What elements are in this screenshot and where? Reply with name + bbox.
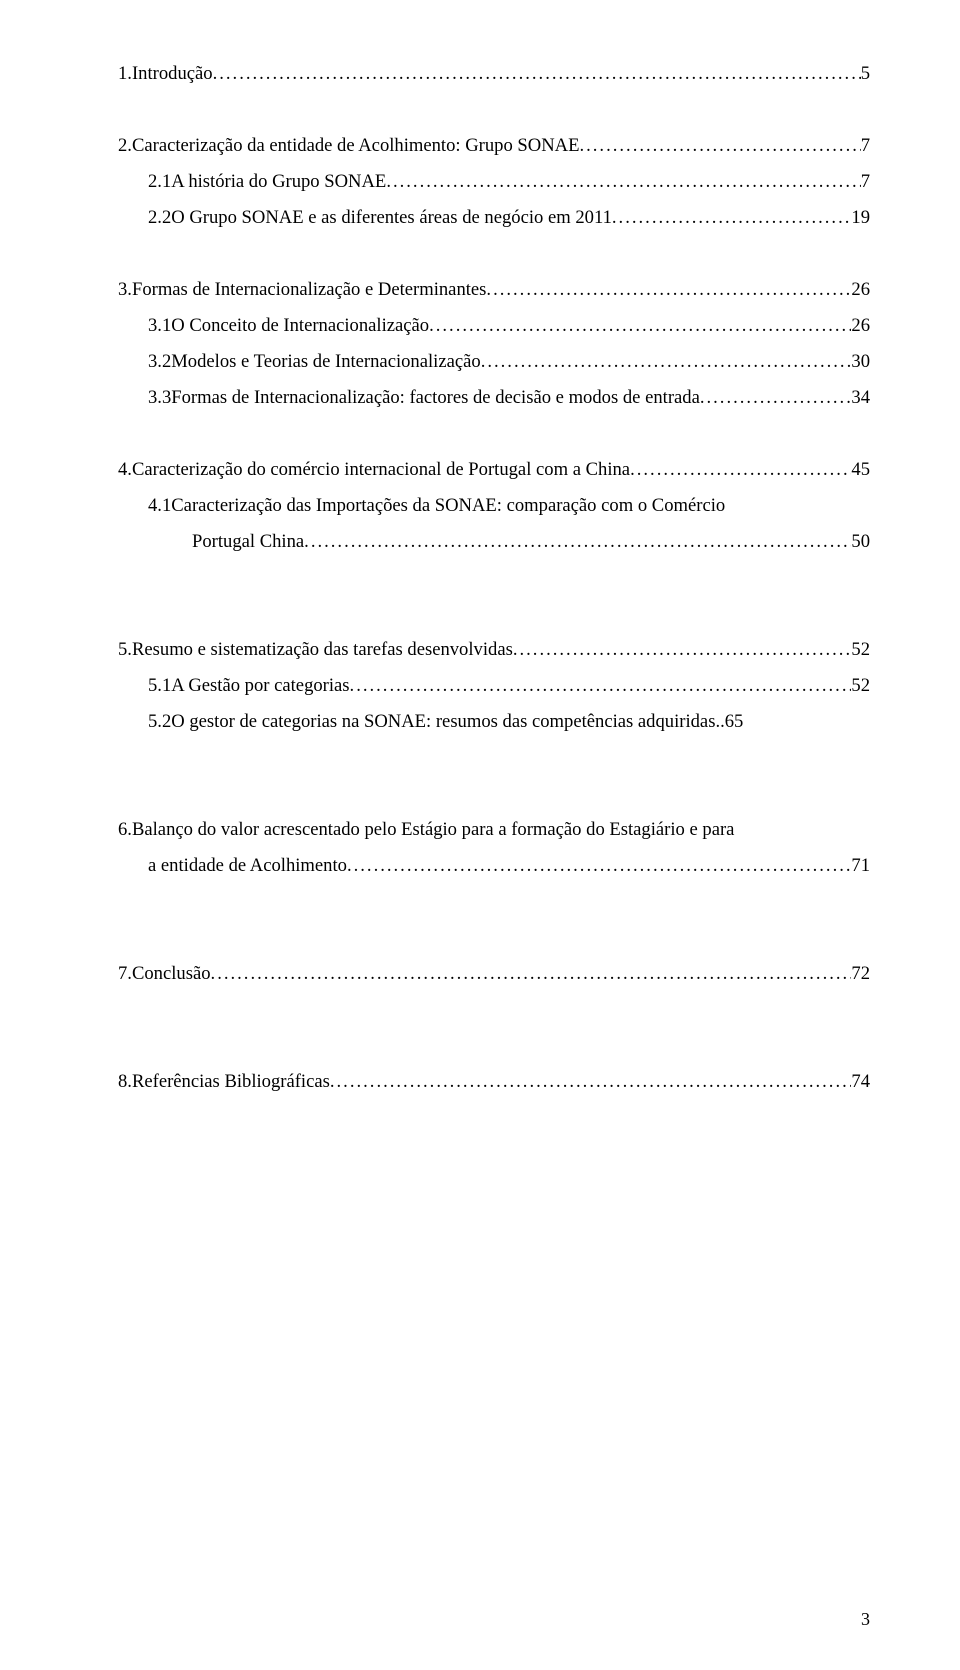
toc-leader-dots [213,56,861,92]
toc-entry-page: 26 [851,308,870,344]
toc-entry-title: Introdução [132,56,213,92]
toc-entry-number: 2.1 [148,164,171,200]
toc-entry: 6. Balanço do valor acrescentado pelo Es… [118,812,870,848]
toc-entry-title: Formas de Internacionalização: factores … [171,380,700,416]
toc-entry-number: 6. [118,812,132,848]
toc-entry-page: 5 [861,56,870,92]
toc-leader-dots [579,128,860,164]
toc-entry: 8. Referências Bibliográficas 74 [118,1064,870,1100]
toc-entry-number: 5.2 [148,704,171,740]
toc-entry: 3. Formas de Internacionalização e Deter… [118,272,870,308]
toc-entry: 5. Resumo e sistematização das tarefas d… [118,632,870,668]
toc-entry-title: Resumo e sistematização das tarefas dese… [132,632,513,668]
toc-leader-dots [330,1064,852,1100]
toc-entry-title: Caracterização da entidade de Acolhiment… [132,128,580,164]
toc-entry: 2.2 O Grupo SONAE e as diferentes áreas … [118,200,870,236]
toc-entry: a entidade de Acolhimento 71 [118,848,870,884]
toc-entry-number: 2. [118,128,132,164]
toc-entry: 4. Caracterização do comércio internacio… [118,452,870,488]
toc-entry-number: 3.2 [148,344,171,380]
toc-entry-page: 45 [851,452,870,488]
toc-entry-title: Balanço do valor acrescentado pelo Estág… [132,812,734,848]
toc-entry-number: 3.3 [148,380,171,416]
toc-entry: 3.1 O Conceito de Internacionalização 26 [118,308,870,344]
toc-entry-number: 7. [118,956,132,992]
toc-entry: 5.2 O gestor de categorias na SONAE: res… [118,704,870,740]
toc-entry-number: 3. [118,272,132,308]
toc-entry-title: Caracterização das Importações da SONAE:… [171,488,725,524]
toc-entry-title: Conclusão [132,956,211,992]
toc-entry-title: O Conceito de Internacionalização [171,308,429,344]
toc-entry-number: 5.1 [148,668,171,704]
toc-entry: Portugal China 50 [118,524,870,560]
toc-entry: 2. Caracterização da entidade de Acolhim… [118,128,870,164]
toc-entry-page: 7 [861,128,870,164]
toc-entry-page: 71 [851,848,870,884]
toc-entry: 7. Conclusão 72 [118,956,870,992]
toc-entry-title: Portugal China [192,524,304,560]
toc-entry-page: 34 [851,380,870,416]
toc-leader-dots [386,164,860,200]
toc-leader-dots [347,848,851,884]
page-number: 3 [861,1609,870,1630]
toc-leader-dots [304,524,851,560]
toc-entry-page: 7 [861,164,870,200]
toc-entry: 1. Introdução 5 [118,56,870,92]
toc-leader-dots [612,200,851,236]
toc-entry-title: O gestor de categorias na SONAE: resumos… [171,704,715,740]
toc-entry-title: Formas de Internacionalização e Determin… [132,272,486,308]
toc-entry-title: A Gestão por categorias [171,668,349,704]
toc-entry-number: 1. [118,56,132,92]
toc-entry-page: 74 [851,1064,870,1100]
toc-entry-title: a entidade de Acolhimento [148,848,347,884]
toc-entry-number: 5. [118,632,132,668]
toc-entry-page: 52 [851,668,870,704]
toc-entry-number: 4.1 [148,488,171,524]
toc-entry: 5.1 A Gestão por categorias 52 [118,668,870,704]
toc-entry-title: Referências Bibliográficas [132,1064,330,1100]
toc-leader-dots [429,308,851,344]
toc-entry-page: 19 [851,200,870,236]
toc-leader-dots [350,668,852,704]
toc-entry-number: 8. [118,1064,132,1100]
toc-entry: 4.1 Caracterização das Importações da SO… [118,488,870,524]
toc-entry: 3.3 Formas de Internacionalização: facto… [118,380,870,416]
toc-leader-dots [486,272,851,308]
toc-entry-title: Modelos e Teorias de Internacionalização [171,344,480,380]
toc-entry-number: 2.2 [148,200,171,236]
toc-entry-page: 30 [851,344,870,380]
toc-leader-dots [513,632,852,668]
toc-entry-title: Caracterização do comércio internacional… [132,452,630,488]
table-of-contents: 1. Introdução 5 2. Caracterização da entid… [118,56,870,1100]
toc-entry-number: 3.1 [148,308,171,344]
toc-leader-dots [700,380,852,416]
toc-entry-number: 4. [118,452,132,488]
toc-entry-title: O Grupo SONAE e as diferentes áreas de n… [171,200,612,236]
toc-entry-page: 72 [851,956,870,992]
toc-leader-dots [211,956,852,992]
toc-entry: 2.1 A história do Grupo SONAE 7 [118,164,870,200]
toc-leader-dots [481,344,852,380]
toc-entry-title: A história do Grupo SONAE [171,164,386,200]
toc-entry-page: 26 [851,272,870,308]
toc-leader-dots: .. [715,704,724,740]
toc-leader-dots [630,452,851,488]
toc-entry: 3.2 Modelos e Teorias de Internacionaliz… [118,344,870,380]
toc-entry-page: 50 [851,524,870,560]
toc-entry-page: 52 [851,632,870,668]
toc-entry-page: 65 [725,704,744,740]
